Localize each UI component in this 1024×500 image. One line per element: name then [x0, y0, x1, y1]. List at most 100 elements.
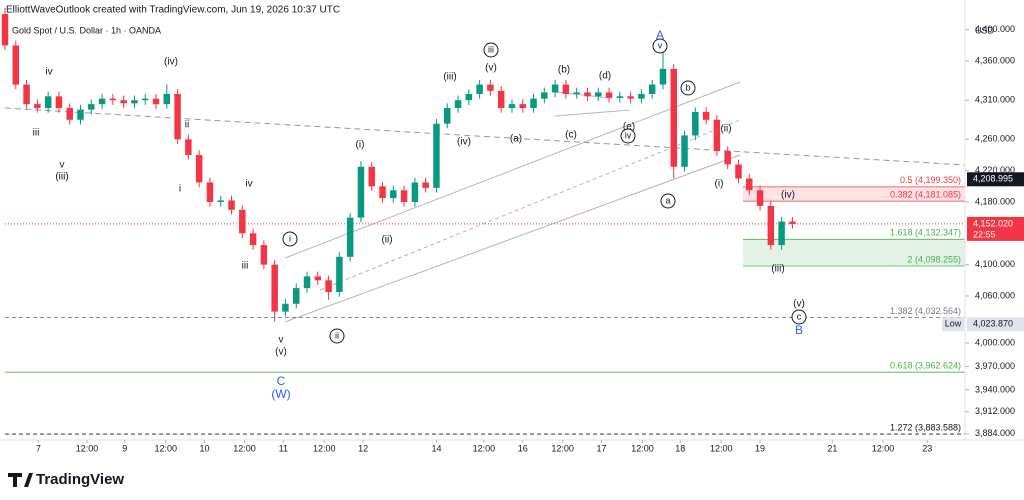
candle-body: [497, 90, 505, 109]
wave-circle: [660, 193, 676, 209]
wave-label: (iv): [781, 190, 795, 201]
candle-body: [767, 205, 775, 246]
candle-body: [282, 303, 289, 312]
fib-label: 0.382 (4,181.085): [890, 190, 961, 200]
candle-body: [98, 98, 106, 105]
candle-body: [508, 104, 516, 109]
fib-label: 1.618 (4,132.347): [890, 228, 961, 238]
price-label: 4,023.870: [973, 319, 1013, 329]
candle-body: [681, 135, 688, 167]
wave-label: c: [797, 311, 802, 321]
candle-body: [44, 96, 52, 109]
channel-line: [284, 154, 741, 323]
candle-body: [444, 108, 451, 124]
wave-circle: [329, 328, 345, 344]
y-tick-label: 4,060.000: [975, 290, 1015, 300]
candle-body: [152, 98, 160, 105]
candle-body: [562, 84, 570, 94]
wave-label: (ii): [720, 124, 731, 135]
candle-body: [77, 109, 84, 120]
candle-body: [433, 123, 440, 188]
wave-label: (ii): [381, 235, 392, 246]
x-tick-label: 7: [36, 443, 41, 453]
wave-label: iv: [625, 130, 632, 140]
channel-mid-line: [319, 119, 741, 291]
wave-label: (iii): [771, 264, 784, 275]
x-tick-label: 11: [279, 443, 288, 453]
candle-body: [692, 111, 699, 136]
candle-body: [573, 92, 580, 94]
currency: USD: [975, 25, 995, 35]
wave-label: (v): [485, 63, 497, 74]
wave-label: i: [289, 233, 291, 243]
y-tick-label: 3,940.000: [975, 384, 1015, 394]
wave-label: B: [795, 323, 803, 337]
wave-circle: [483, 42, 499, 58]
candle-body: [23, 84, 30, 105]
low-tag: [942, 317, 964, 332]
wave-label: ii: [185, 120, 189, 131]
candle-body: [746, 178, 753, 191]
candle-body: [659, 68, 667, 85]
candle-body: [476, 84, 483, 94]
candle-body: [541, 92, 548, 99]
y-tick-label: 4,400.000: [975, 24, 1015, 34]
price-label-box: [967, 172, 1024, 187]
candle-body: [271, 264, 278, 312]
candle-body: [325, 280, 332, 293]
x-tick-label: 9: [122, 443, 127, 453]
candle-body: [411, 182, 419, 202]
symbol: Gold Spot / U.S. Dollar · 1h · OANDA: [12, 25, 161, 35]
wave-label: b: [685, 82, 690, 92]
x-tick-label: 12:00: [473, 443, 496, 453]
x-tick-label: 19: [755, 443, 765, 453]
x-tick-label: 12:00: [551, 443, 574, 453]
x-tick-label: 18: [675, 443, 685, 453]
candle-body: [55, 96, 63, 109]
candle-body: [713, 119, 721, 152]
candle-body: [88, 104, 95, 110]
triangle-line: [554, 109, 631, 117]
candle-body: [595, 92, 602, 97]
y-tick-label: 4,000.000: [975, 337, 1015, 347]
candle-body: [390, 190, 397, 199]
candle-body: [66, 108, 73, 120]
y-tick-label: 4,180.000: [975, 196, 1015, 206]
wave-label: iii: [488, 44, 494, 54]
logo: TradingView: [8, 471, 124, 488]
candle-body: [303, 276, 311, 289]
candle-body: [670, 68, 677, 167]
x-tick-label: 12:00: [710, 443, 733, 453]
candle-body: [605, 92, 613, 98]
candle-body: [379, 186, 386, 199]
candle-body: [185, 139, 192, 156]
fib-label: 1.382 (4,032.564): [890, 306, 961, 316]
wave-label: (iv): [457, 137, 471, 148]
wave-label: i: [179, 184, 181, 195]
price-label: 4,208.995: [973, 174, 1013, 184]
candle-body: [465, 93, 473, 101]
candle-body: [195, 155, 203, 183]
wave-label: v: [279, 335, 284, 346]
candle-body: [217, 200, 224, 202]
wave-label: ii: [335, 330, 339, 340]
candle-body: [239, 209, 246, 234]
price-label-box: [967, 317, 1024, 332]
wave-label: (W): [271, 387, 290, 401]
candle-body: [141, 98, 149, 101]
wave-label: (i): [356, 140, 365, 151]
wave-label: (iii): [443, 72, 456, 83]
candle-body: [346, 217, 354, 257]
wave-label: (iv): [164, 57, 178, 68]
wave-label: iv: [245, 179, 252, 190]
wave-label: (d): [599, 71, 611, 82]
wave-circle: [791, 309, 807, 325]
wave-label: C: [277, 374, 286, 388]
candle-body: [260, 245, 268, 265]
candle-body: [368, 166, 375, 187]
price-label-box: [967, 216, 1024, 241]
wave-label: (e): [623, 122, 635, 133]
price-label: 4,152.020: [973, 218, 1013, 228]
